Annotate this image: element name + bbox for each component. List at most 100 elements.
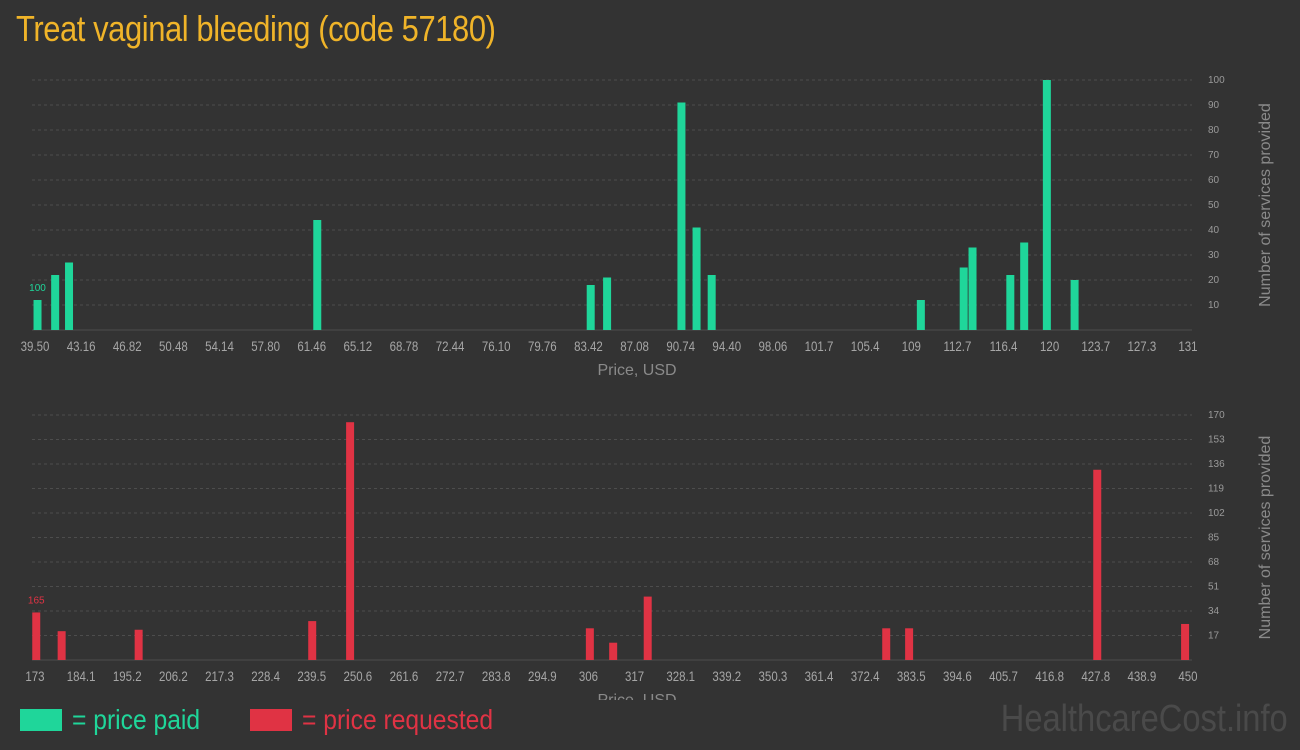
x-tick-label: 206.2 xyxy=(159,668,188,684)
x-tick-label: 195.2 xyxy=(113,668,142,684)
y-tick-label: 90 xyxy=(1208,100,1220,111)
price-requested-chart: 17 34 51 68 85 102 119 136 153 170 173 184.1 195.2 20… xyxy=(25,410,1274,700)
y-tick-label: 136 xyxy=(1208,459,1225,470)
legend-paid-swatch xyxy=(20,709,62,731)
x-tick-label: 317 xyxy=(625,668,644,684)
legend-requested-swatch xyxy=(250,709,292,731)
x-axis-title: Price, USD xyxy=(597,692,676,700)
y-tick-label: 50 xyxy=(1208,200,1220,211)
bar xyxy=(1006,275,1015,330)
x-tick-label: 57.80 xyxy=(251,338,280,354)
x-tick-label: 217.3 xyxy=(205,668,234,684)
x-tick-label: 131 xyxy=(1178,338,1197,354)
site-watermark: HealthcareCost.info xyxy=(1000,698,1288,740)
bar xyxy=(1070,280,1079,330)
x-tick-label: 76.10 xyxy=(482,338,511,354)
x-tick-label: 112.7 xyxy=(943,338,971,354)
x-tick-label: 306 xyxy=(579,668,598,684)
legend-price-requested: = price requested xyxy=(250,704,519,736)
price-paid-chart: 10 20 30 40 50 60 70 80 90 100 39.50 43.16 46.82 50.4… xyxy=(21,75,1274,379)
y-tick-label: 80 xyxy=(1208,125,1220,136)
x-tick-label: 239.5 xyxy=(297,668,326,684)
y-tick-label: 10 xyxy=(1208,300,1220,311)
x-tick-label: 361.4 xyxy=(805,668,834,684)
x-tick-label: 54.14 xyxy=(205,338,234,354)
x-tick-label: 98.06 xyxy=(759,338,788,354)
x-tick-label: 339.2 xyxy=(712,668,741,684)
bar xyxy=(1093,469,1102,660)
y-tick-label: 34 xyxy=(1208,606,1220,617)
y-axis-title: Number of services provided xyxy=(1257,103,1274,307)
y-tick-label: 20 xyxy=(1208,275,1220,286)
bar xyxy=(905,628,914,660)
bar xyxy=(65,262,74,330)
bar xyxy=(643,596,652,660)
bar xyxy=(32,612,41,660)
bar xyxy=(959,267,968,330)
y-tick-label: 102 xyxy=(1208,508,1225,519)
x-tick-label: 50.48 xyxy=(159,338,188,354)
peak-value-label: 100 xyxy=(29,283,46,294)
bar xyxy=(134,629,143,660)
x-tick-label: 328.1 xyxy=(666,668,695,684)
x-tick-label: 272.7 xyxy=(436,668,465,684)
y-tick-label: 119 xyxy=(1208,484,1224,495)
x-tick-label: 427.8 xyxy=(1081,668,1110,684)
x-tick-label: 39.50 xyxy=(21,338,50,354)
x-tick-label: 72.44 xyxy=(436,338,465,354)
x-tick-label: 109 xyxy=(902,338,921,354)
x-tick-label: 79.76 xyxy=(528,338,557,354)
bar xyxy=(916,300,925,330)
x-tick-label: 116.4 xyxy=(990,338,1018,354)
x-axis-title: Price, USD xyxy=(597,362,676,379)
bar xyxy=(313,220,322,330)
x-tick-label: 105.4 xyxy=(851,338,880,354)
bar xyxy=(968,247,977,330)
legend-requested-label: = price requested xyxy=(302,704,494,735)
x-tick-label: 127.3 xyxy=(1128,338,1157,354)
x-tick-label: 83.42 xyxy=(574,338,603,354)
y-tick-label: 85 xyxy=(1208,533,1220,544)
y-tick-label: 30 xyxy=(1208,250,1220,261)
x-tick-label: 184.1 xyxy=(67,668,96,684)
peak-value-label: 165 xyxy=(28,595,45,606)
bar xyxy=(692,227,701,330)
x-tick-label: 372.4 xyxy=(851,668,880,684)
x-tick-label: 43.16 xyxy=(67,338,96,354)
bar xyxy=(346,422,355,660)
x-tick-label: 350.3 xyxy=(759,668,788,684)
x-tick-label: 87.08 xyxy=(620,338,649,354)
y-tick-label: 153 xyxy=(1208,435,1225,446)
x-tick-label: 120 xyxy=(1040,338,1059,354)
y-tick-label: 170 xyxy=(1208,410,1225,421)
x-tick-label: 450 xyxy=(1178,668,1197,684)
x-tick-label: 250.6 xyxy=(343,668,372,684)
y-tick-label: 40 xyxy=(1208,225,1220,236)
x-tick-label: 123.7 xyxy=(1081,338,1110,354)
bar xyxy=(882,628,891,660)
bar xyxy=(1181,623,1190,660)
x-tick-label: 261.6 xyxy=(390,668,419,684)
x-tick-label: 383.5 xyxy=(897,668,926,684)
bar xyxy=(1042,80,1051,330)
x-tick-label: 394.6 xyxy=(943,668,972,684)
bar xyxy=(603,277,612,330)
y-tick-label: 70 xyxy=(1208,150,1220,161)
x-tick-label: 405.7 xyxy=(989,668,1018,684)
x-tick-label: 294.9 xyxy=(528,668,557,684)
legend-paid-label: = price paid xyxy=(72,704,201,735)
x-tick-label: 68.78 xyxy=(390,338,419,354)
x-tick-label: 94.40 xyxy=(712,338,741,354)
x-tick-label: 283.8 xyxy=(482,668,511,684)
x-tick-label: 173 xyxy=(25,668,44,684)
x-tick-label: 228.4 xyxy=(251,668,280,684)
y-tick-label: 17 xyxy=(1208,631,1220,642)
x-tick-label: 46.82 xyxy=(113,338,142,354)
x-tick-label: 416.8 xyxy=(1035,668,1064,684)
x-tick-label: 438.9 xyxy=(1128,668,1157,684)
bar xyxy=(57,631,66,660)
x-tick-label: 101.7 xyxy=(805,338,834,354)
x-tick-label: 90.74 xyxy=(666,338,695,354)
bar xyxy=(586,285,595,330)
bar xyxy=(585,628,594,660)
